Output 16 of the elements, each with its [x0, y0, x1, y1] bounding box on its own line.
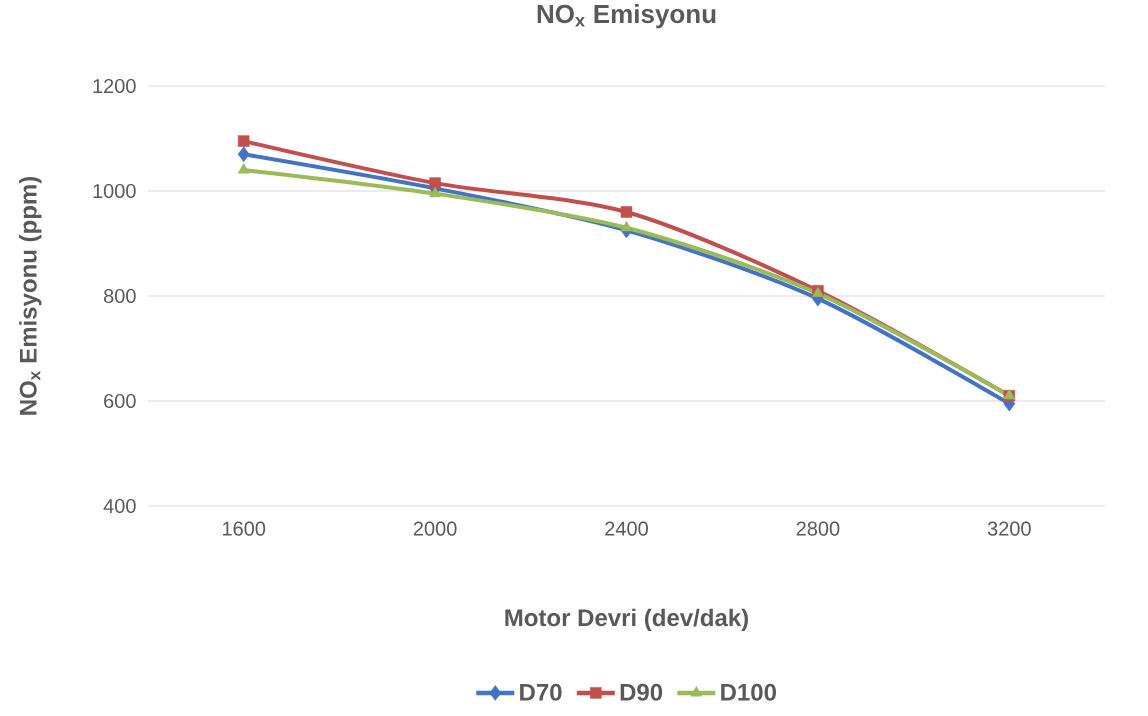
- legend-label: D100: [721, 683, 776, 701]
- y-tick-label: 600: [104, 393, 136, 409]
- x-tick-label: 2400: [605, 521, 648, 536]
- y-tick-label: 1000: [93, 183, 136, 199]
- x-axis-title: Motor Devri (dev/dak): [505, 608, 748, 632]
- legend-label: D70: [520, 683, 562, 701]
- x-tick-label: 2800: [796, 521, 840, 536]
- y-tick-label: 800: [103, 288, 136, 304]
- x-tick-label: 1600: [222, 521, 266, 536]
- y-axis-title: NO$_{x}$ Emisyonu (ppm): [19, 176, 42, 415]
- x-tick-label: 3200: [987, 521, 1031, 536]
- y-tick-label: 400: [103, 498, 136, 514]
- y-tick-label: 1200: [93, 78, 136, 94]
- chart-title: NO$_{x}$ Emisyonu: [537, 4, 716, 29]
- x-tick-label: 2000: [413, 521, 457, 536]
- legend-label: D90: [620, 683, 663, 701]
